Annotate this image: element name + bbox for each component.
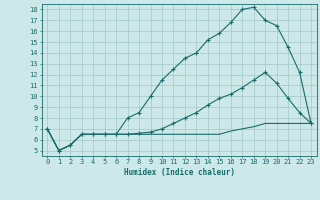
X-axis label: Humidex (Indice chaleur): Humidex (Indice chaleur)	[124, 168, 235, 177]
